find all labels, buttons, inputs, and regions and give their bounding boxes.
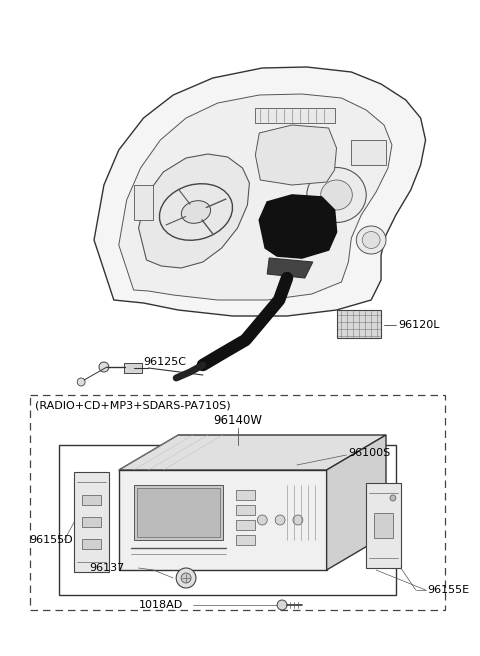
- Text: 96140W: 96140W: [213, 415, 262, 428]
- Circle shape: [275, 515, 285, 525]
- Bar: [124, 363, 142, 373]
- Bar: [236, 505, 255, 515]
- Bar: [366, 483, 401, 568]
- Ellipse shape: [321, 180, 352, 210]
- Polygon shape: [259, 195, 336, 258]
- Circle shape: [390, 495, 396, 501]
- Circle shape: [257, 515, 267, 525]
- Bar: [336, 310, 381, 338]
- Bar: [133, 485, 223, 540]
- Circle shape: [293, 515, 303, 525]
- Ellipse shape: [362, 232, 380, 249]
- Bar: [351, 140, 386, 165]
- Bar: [133, 185, 154, 220]
- Bar: [374, 513, 393, 538]
- Polygon shape: [119, 94, 392, 300]
- Polygon shape: [119, 435, 386, 470]
- Polygon shape: [326, 435, 386, 570]
- Bar: [74, 472, 109, 572]
- Ellipse shape: [307, 167, 366, 222]
- Text: (RADIO+CD+MP3+SDARS-PA710S): (RADIO+CD+MP3+SDARS-PA710S): [35, 400, 230, 410]
- Bar: [236, 535, 255, 545]
- Polygon shape: [94, 67, 426, 316]
- Bar: [137, 488, 220, 537]
- Circle shape: [99, 362, 109, 372]
- Bar: [119, 470, 326, 570]
- Ellipse shape: [181, 201, 211, 223]
- Bar: [82, 539, 101, 549]
- Text: 96155D: 96155D: [30, 535, 73, 545]
- Bar: [82, 495, 101, 505]
- Bar: [255, 108, 335, 123]
- Text: 96155E: 96155E: [428, 585, 470, 595]
- Polygon shape: [139, 154, 250, 268]
- Text: 96120L: 96120L: [398, 320, 439, 330]
- Bar: [236, 490, 255, 500]
- Bar: [82, 517, 101, 527]
- Circle shape: [181, 573, 191, 583]
- Text: 96100S: 96100S: [348, 448, 391, 458]
- Text: 1018AD: 1018AD: [139, 600, 183, 610]
- Circle shape: [176, 568, 196, 588]
- Bar: [236, 520, 255, 530]
- Polygon shape: [267, 258, 313, 278]
- Ellipse shape: [356, 226, 386, 254]
- Bar: [60, 445, 396, 595]
- Polygon shape: [255, 125, 336, 185]
- Circle shape: [77, 378, 85, 386]
- Text: 96125C: 96125C: [144, 357, 187, 367]
- Bar: [30, 395, 445, 610]
- Circle shape: [277, 600, 287, 610]
- Text: 96137: 96137: [89, 563, 124, 573]
